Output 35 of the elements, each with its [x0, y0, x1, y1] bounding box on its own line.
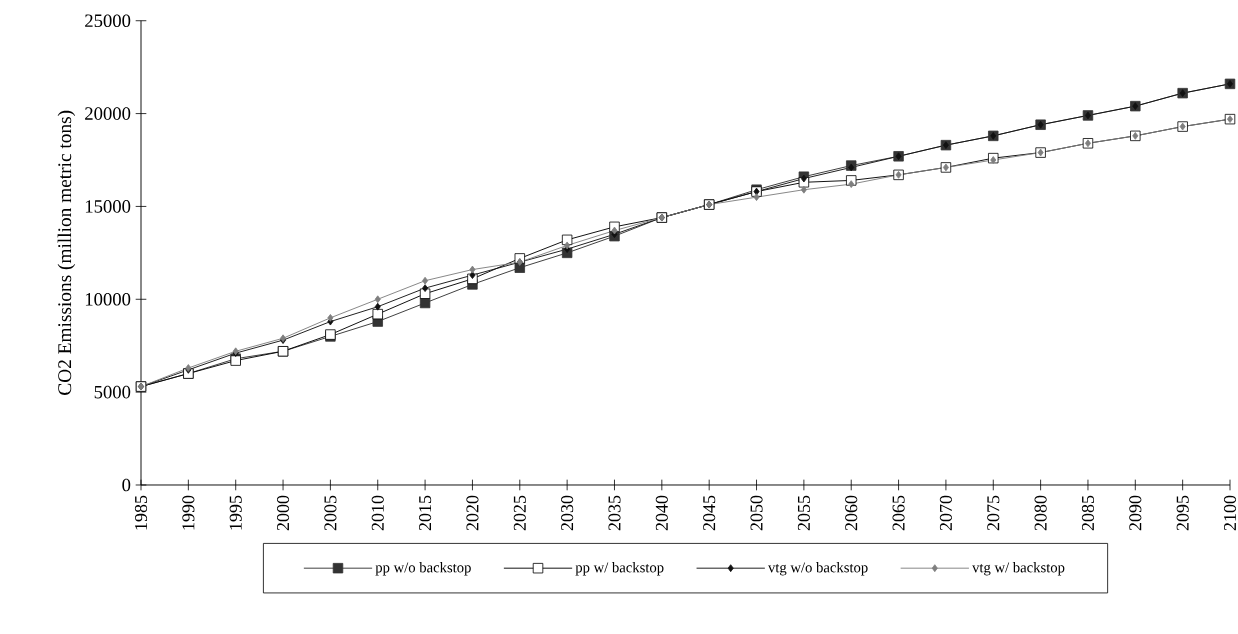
x-tick-label: 2040	[655, 495, 668, 531]
x-tick-label: 2010	[371, 495, 384, 531]
y-tick-label: 20000	[85, 107, 131, 120]
y-tick-label: 25000	[85, 14, 131, 28]
x-tick-label: 1995	[229, 495, 242, 530]
x-tick-label: 2020	[466, 495, 479, 531]
x-tick-label: 2035	[608, 495, 621, 531]
x-tick-label: 2100	[1223, 495, 1237, 531]
x-tick-label: 2080	[1034, 495, 1047, 531]
x-tick-label: 2085	[1081, 495, 1095, 531]
legend-label: vtg w/ backstop	[972, 562, 1065, 576]
y-tick-label: 10000	[85, 292, 131, 306]
x-tick-label: 2030	[561, 495, 574, 531]
x-tick-label: 2090	[1129, 495, 1142, 531]
legend-label: pp w/ backstop	[575, 562, 664, 576]
legend-label: pp w/o backstop	[375, 562, 471, 576]
x-tick-label: 1990	[182, 495, 195, 530]
x-tick-label: 2095	[1176, 495, 1189, 531]
x-tick-label: 2050	[750, 495, 763, 531]
x-tick-label: 2055	[797, 495, 810, 531]
y-axis-title: CO2 Emissions (million metric tons)	[57, 110, 76, 395]
x-tick-label: 2045	[703, 495, 716, 531]
x-tick-label: 2000	[276, 495, 290, 531]
x-tick-label: 2075	[987, 495, 1000, 531]
x-tick-label: 2025	[513, 495, 526, 531]
y-tick-label: 15000	[85, 200, 131, 213]
x-tick-label: 2015	[419, 495, 432, 531]
y-tick-label: 5000	[94, 385, 131, 399]
y-tick-label: 0	[122, 478, 131, 492]
x-tick-label: 2065	[892, 495, 905, 531]
x-tick-label: 2060	[845, 495, 858, 531]
x-tick-label: 2070	[939, 495, 952, 531]
legend-label: vtg w/o backstop	[767, 562, 868, 576]
x-tick-label: 2005	[324, 495, 337, 531]
x-tick-label: 1985	[134, 495, 148, 530]
